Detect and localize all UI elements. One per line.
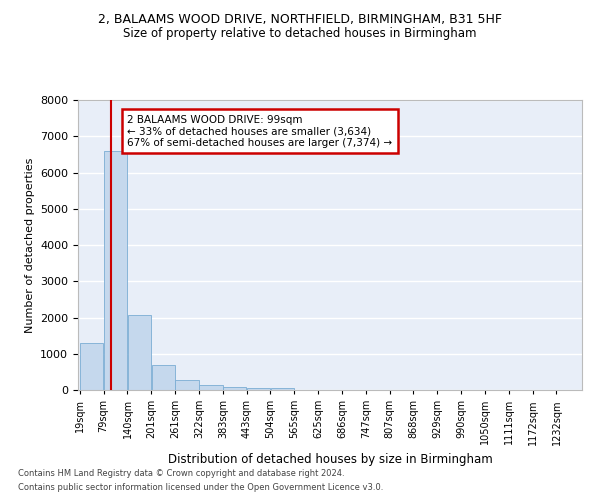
Text: 2 BALAAMS WOOD DRIVE: 99sqm
← 33% of detached houses are smaller (3,634)
67% of : 2 BALAAMS WOOD DRIVE: 99sqm ← 33% of det… — [127, 114, 392, 148]
Text: 2, BALAAMS WOOD DRIVE, NORTHFIELD, BIRMINGHAM, B31 5HF: 2, BALAAMS WOOD DRIVE, NORTHFIELD, BIRMI… — [98, 12, 502, 26]
Text: Contains HM Land Registry data © Crown copyright and database right 2024.: Contains HM Land Registry data © Crown c… — [18, 468, 344, 477]
Bar — [271, 388, 294, 390]
Bar — [247, 388, 270, 390]
X-axis label: Distribution of detached houses by size in Birmingham: Distribution of detached houses by size … — [167, 453, 493, 466]
Y-axis label: Number of detached properties: Number of detached properties — [25, 158, 35, 332]
Text: Contains public sector information licensed under the Open Government Licence v3: Contains public sector information licen… — [18, 484, 383, 492]
Bar — [104, 151, 127, 390]
Bar — [223, 386, 247, 390]
Text: Size of property relative to detached houses in Birmingham: Size of property relative to detached ho… — [123, 28, 477, 40]
Bar — [199, 385, 223, 390]
Bar — [175, 380, 199, 390]
Bar — [152, 365, 175, 390]
Bar — [80, 343, 103, 390]
Bar — [128, 315, 151, 390]
